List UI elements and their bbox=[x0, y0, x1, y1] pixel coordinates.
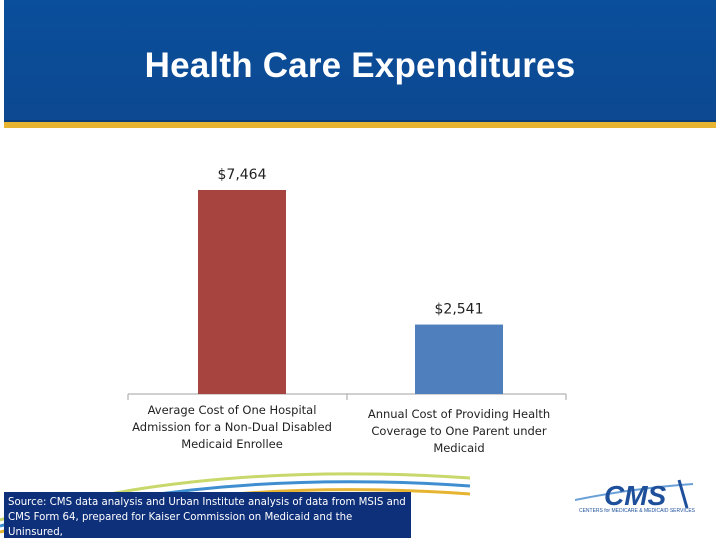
title-underline bbox=[4, 122, 716, 128]
category-label: Coverage to One Parent under bbox=[371, 424, 546, 438]
data-label: $2,541 bbox=[435, 302, 484, 318]
category-label: Medicaid Enrollee bbox=[181, 437, 283, 451]
title-band bbox=[4, 0, 716, 122]
bar bbox=[415, 324, 503, 394]
source-line: Source: CMS data analysis and Urban Inst… bbox=[8, 497, 406, 508]
category-label: Admission for a Non-Dual Disabled bbox=[132, 420, 332, 434]
source-line: CMS Form 64, prepared for Kaiser Commiss… bbox=[8, 512, 353, 538]
cms-logo-text: CMS bbox=[604, 480, 667, 511]
slide-title: Health Care Expenditures bbox=[144, 46, 576, 85]
bar-chart: $7,464 Average Cost of One Hospital Admiss… bbox=[127, 167, 567, 455]
bar bbox=[198, 190, 286, 394]
cms-logo-subtitle: CENTERS for MEDICARE & MEDICAID SERVICES bbox=[578, 508, 696, 514]
cms-logo-swoosh bbox=[575, 479, 694, 509]
data-label: $7,464 bbox=[218, 167, 267, 183]
source-note: Source: CMS data analysis and Urban Inst… bbox=[4, 492, 411, 553]
category-label: Average Cost of One Hospital bbox=[148, 403, 317, 417]
category-label: Medicaid bbox=[433, 441, 484, 455]
category-label: Annual Cost of Providing Health bbox=[368, 407, 550, 421]
source-line: 2010. Kaiser Family Foundation-State Hea… bbox=[8, 542, 316, 553]
